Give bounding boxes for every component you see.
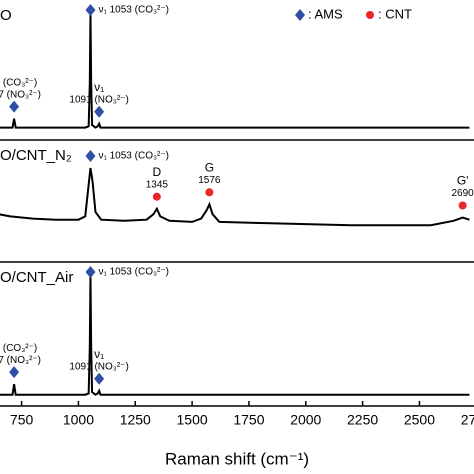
diamond-marker [94,105,105,118]
diamond-marker [85,266,96,278]
annotation: G [205,160,214,174]
panel-label: O/CNT_N₂ [0,147,72,164]
diamond-marker [9,366,20,379]
x-tick-label: 1250 [120,412,151,428]
annotation: 2690 [452,188,474,199]
diamond-marker [295,9,305,21]
annotation: ν₄ (CO₃²⁻) [0,77,37,88]
x-tick-label: 2750 [461,412,474,428]
annotation: D [153,165,162,179]
spectrum-line [0,167,470,227]
x-tick-label: 750 [10,412,34,428]
panel-label: O [0,7,12,24]
annotation: ν₄ (CO₃²⁻) [0,343,37,354]
diamond-marker [85,150,96,162]
annotation: ν₁ [94,347,104,361]
spectrum-line [0,274,470,396]
annotation: 717 (NO₃²⁻) [0,89,41,100]
annotation: 1091 (NO₃²⁻) [69,94,128,105]
diamond-marker [94,372,105,385]
x-tick-label: 1000 [63,412,94,428]
x-axis-label: Raman shift (cm⁻¹) [165,449,309,468]
diamond-marker [85,4,96,16]
circle-marker [366,11,374,19]
x-tick-label: 1750 [233,412,264,428]
legend-label: : AMS [308,6,343,21]
annotation: 1576 [198,175,221,186]
annotation: ν₁ 1053 (CO₃²⁻) [98,151,169,162]
annotation: ν₁ 1053 (CO₃²⁻) [98,5,169,16]
annotation: 1091 (NO₃²⁻) [69,361,128,372]
x-tick-label: 2250 [347,412,378,428]
annotation: ν₁ [94,80,104,94]
circle-marker [458,201,467,210]
annotation: 717 (NO₃²⁻) [0,355,41,366]
x-tick-label: 2500 [404,412,435,428]
annotation: ν₁ 1053 (CO₃²⁻) [98,267,169,278]
legend-label: : CNT [378,6,412,21]
panel-label: O/CNT_Air [0,269,73,286]
spectrum-line [0,12,470,129]
diamond-marker [9,100,20,113]
annotation: G' [457,174,469,188]
circle-marker [205,188,214,197]
x-tick-label: 2000 [290,412,321,428]
x-tick-label: 1500 [177,412,208,428]
annotation: 1345 [146,179,169,190]
circle-marker [152,192,161,201]
